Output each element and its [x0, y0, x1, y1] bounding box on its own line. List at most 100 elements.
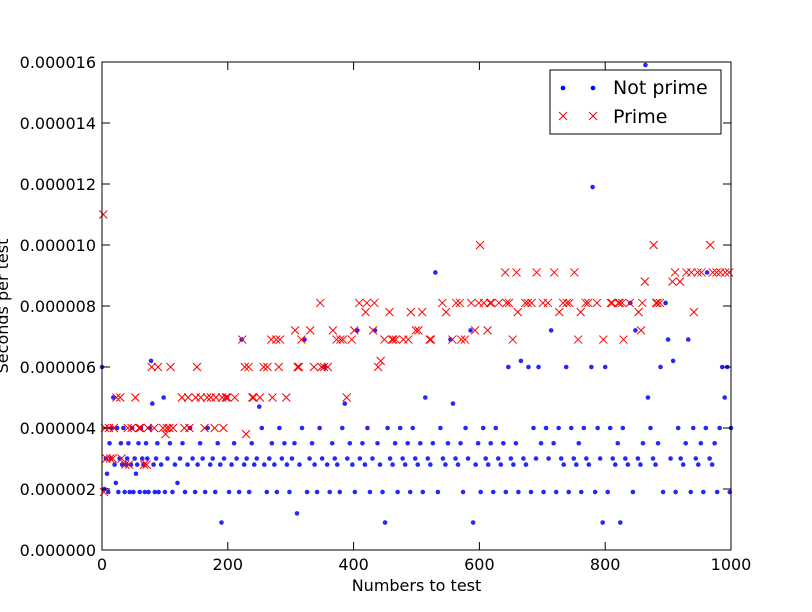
point-not-prime [473, 462, 478, 467]
point-not-prime [581, 425, 587, 431]
point-not-prime [143, 440, 149, 446]
point-not-prime [400, 456, 405, 461]
point-prime [230, 393, 240, 402]
point-prime [486, 298, 496, 308]
point-not-prime [435, 489, 441, 495]
point-prime [675, 277, 685, 286]
point-not-prime [226, 489, 232, 495]
point-not-prime [617, 520, 623, 525]
point-prime [130, 393, 140, 402]
point-not-prime [112, 462, 117, 467]
point-prime [219, 423, 228, 433]
point-prime [483, 326, 492, 335]
point-not-prime [217, 462, 223, 467]
point-prime [470, 326, 480, 335]
point-not-prime [536, 364, 541, 370]
point-prime [425, 335, 435, 344]
point-not-prime [465, 456, 471, 461]
point-not-prime [602, 364, 608, 370]
point-prime [127, 423, 136, 433]
point-prime [200, 423, 209, 433]
point-not-prime [231, 440, 237, 446]
point-not-prime [337, 489, 343, 495]
point-not-prime [385, 425, 390, 431]
point-not-prime [195, 462, 200, 467]
point-not-prime [150, 401, 155, 406]
point-not-prime [127, 489, 132, 495]
point-prime [380, 335, 389, 344]
point-prime [549, 268, 559, 277]
point-prime [168, 423, 178, 433]
point-prime [693, 268, 703, 277]
point-not-prime [264, 489, 270, 495]
point-prime [668, 277, 677, 286]
point-not-prime [538, 440, 544, 446]
point-not-prime [122, 489, 127, 495]
legend-marker-not-prime [590, 85, 596, 91]
point-not-prime [707, 456, 712, 461]
point-prime [592, 298, 602, 308]
point-prime [475, 240, 485, 250]
point-not-prime [521, 456, 526, 461]
point-not-prime [347, 440, 353, 446]
y-tick-label: 0.000006 [20, 358, 96, 377]
legend: Not prime Prime [549, 69, 722, 135]
point-not-prime [314, 489, 320, 495]
point-not-prime [415, 462, 421, 467]
point-not-prime [407, 489, 413, 495]
point-not-prime [480, 425, 486, 431]
point-not-prime [113, 480, 119, 486]
point-prime [619, 335, 628, 344]
point-not-prime [215, 440, 221, 446]
point-not-prime [701, 489, 706, 495]
point-not-prime [440, 456, 446, 461]
point-prime [606, 298, 616, 308]
point-not-prime [205, 425, 210, 431]
point-not-prime [324, 462, 330, 467]
point-not-prime [137, 489, 143, 495]
x-tick-label: 400 [338, 555, 369, 574]
point-prime [211, 393, 221, 402]
point-prime [494, 298, 504, 308]
legend-label-not-prime: Not prime [613, 77, 708, 99]
point-not-prime [573, 462, 579, 467]
point-not-prime [688, 489, 694, 495]
point-not-prime [571, 456, 577, 461]
y-tick-label: 0.000016 [20, 53, 96, 72]
point-not-prime [142, 489, 148, 495]
point-not-prime [251, 462, 257, 467]
point-not-prime [511, 462, 516, 467]
point-prime [108, 454, 118, 463]
point-prime [241, 429, 251, 439]
point-not-prime [327, 489, 332, 495]
point-not-prime [170, 489, 175, 495]
point-prime [607, 298, 617, 308]
point-not-prime [615, 440, 621, 446]
y-axis: 0.000000 0.000002 0.000004 0.000006 0.000008… [20, 53, 731, 560]
point-not-prime [272, 462, 277, 467]
point-prime [640, 277, 650, 286]
point-prime [297, 335, 306, 344]
point-not-prime [234, 456, 239, 461]
point-not-prime [132, 456, 138, 461]
point-not-prime [600, 520, 605, 525]
point-not-prime [541, 489, 546, 495]
point-not-prime [563, 364, 569, 370]
point-not-prime [568, 425, 574, 431]
point-not-prime [704, 270, 710, 275]
point-prime [558, 298, 568, 308]
points-layer [98, 62, 734, 525]
point-not-prime [584, 456, 589, 461]
point-prime [332, 335, 341, 344]
point-not-prime [297, 462, 302, 467]
point-not-prime [698, 440, 704, 446]
point-prime [485, 298, 495, 308]
y-tick-label: 0.000014 [20, 114, 96, 133]
point-prime [164, 423, 174, 433]
point-prime [512, 268, 521, 277]
point-not-prime [104, 471, 110, 477]
point-prime [615, 298, 625, 308]
point-prime [202, 393, 212, 402]
point-not-prime [663, 300, 668, 306]
point-not-prime [558, 456, 564, 461]
